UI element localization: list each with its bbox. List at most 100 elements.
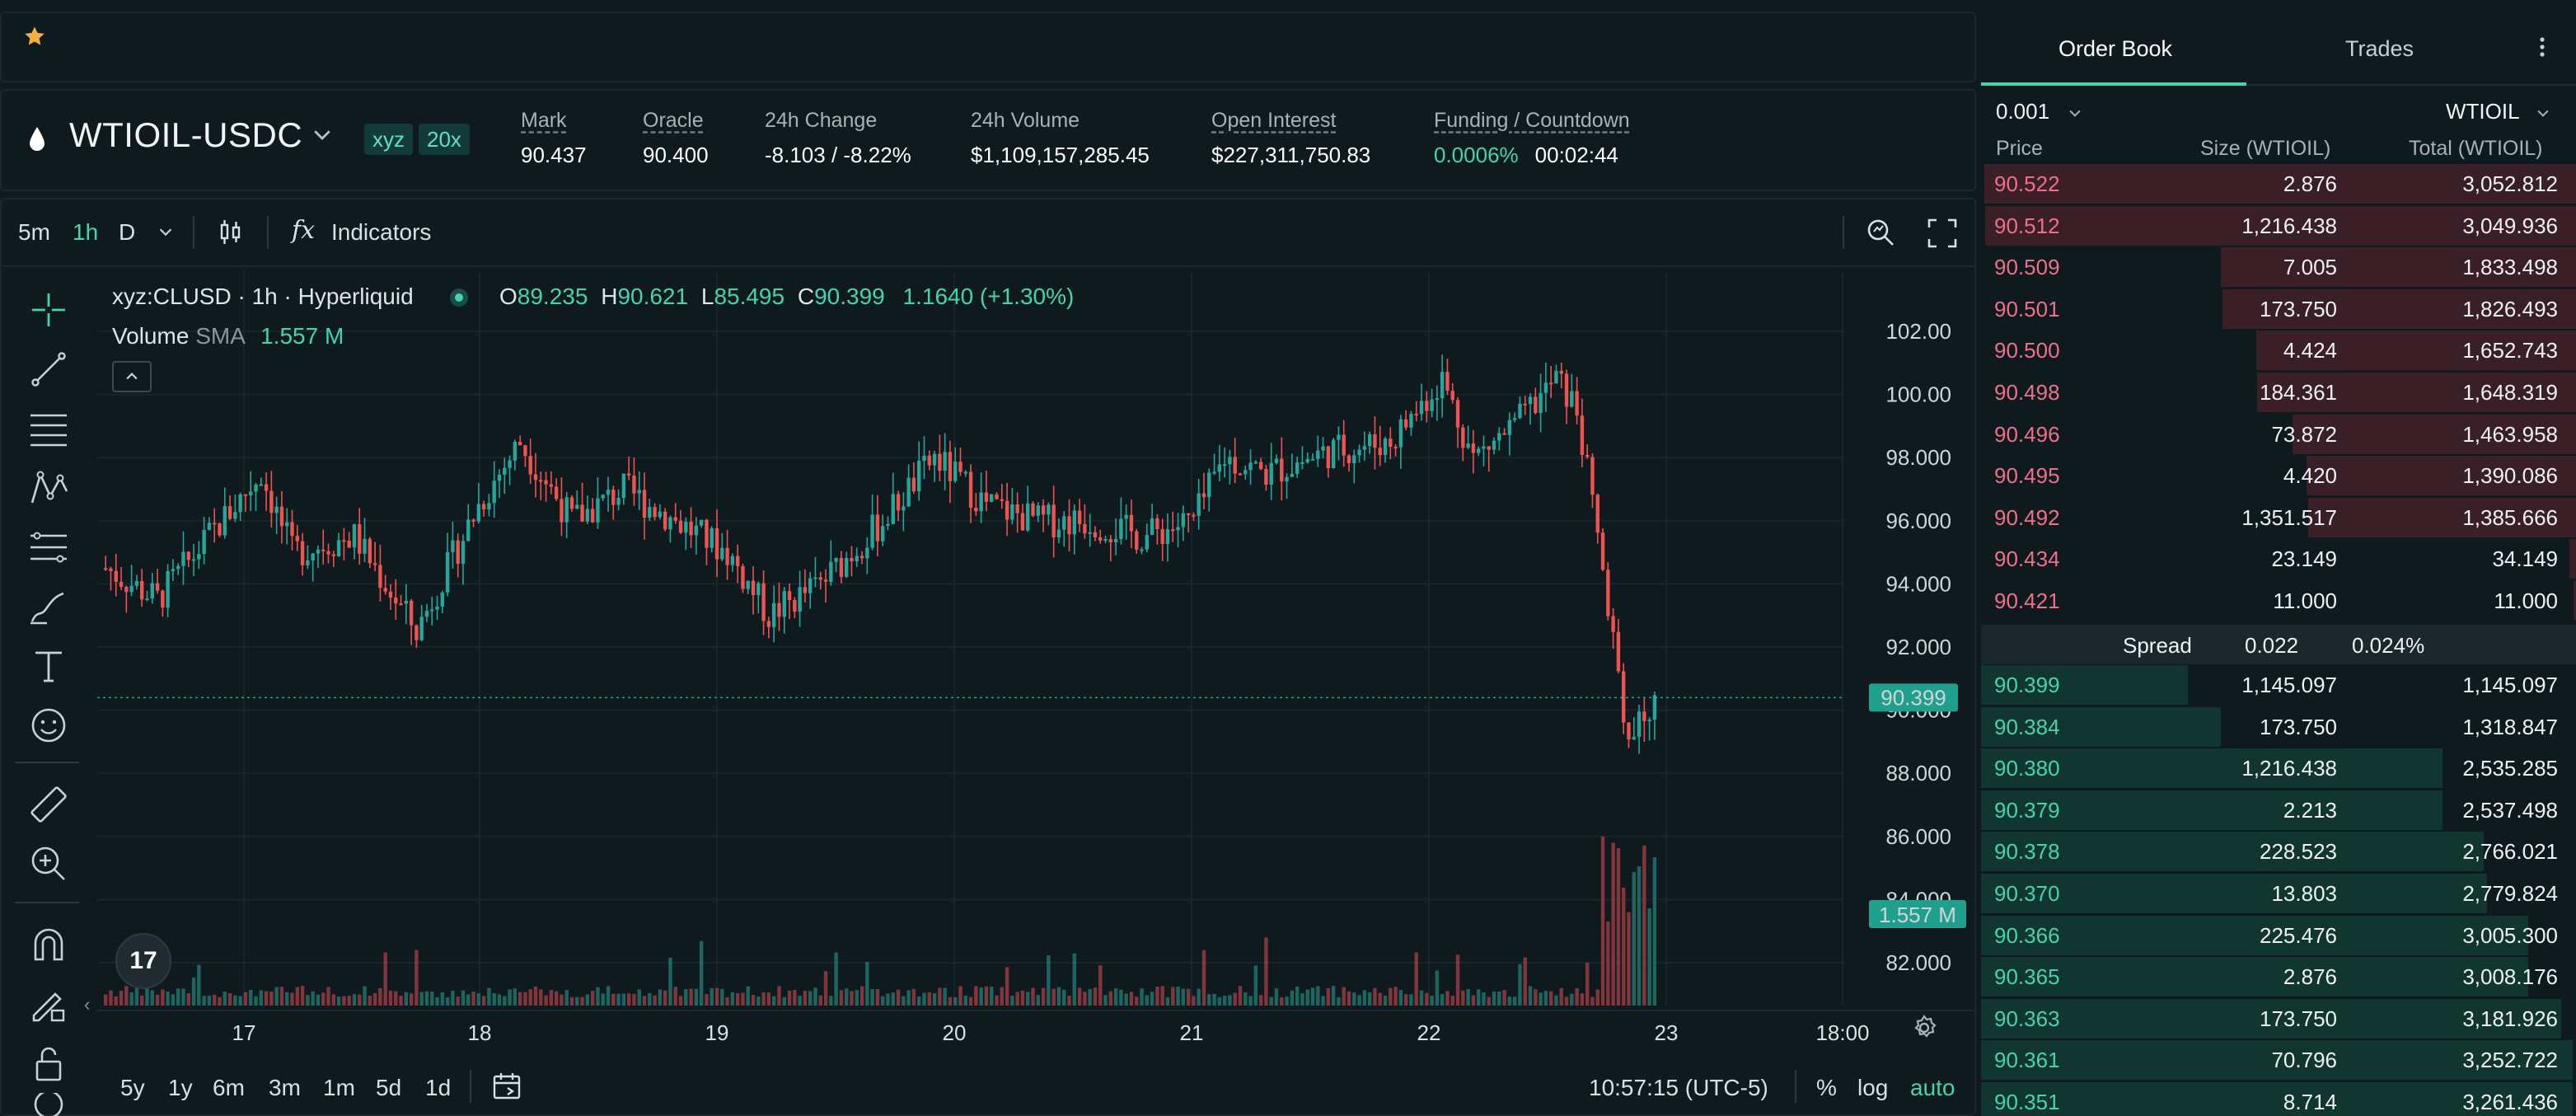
range-5y[interactable]: 5y bbox=[120, 1075, 145, 1100]
emoji-icon[interactable] bbox=[23, 704, 74, 747]
volume-bar bbox=[1642, 845, 1646, 1006]
zoom-search-icon[interactable] bbox=[1864, 216, 1897, 253]
row-total: 2,779.824 bbox=[2462, 881, 2558, 906]
auto-scale-toggle[interactable]: auto bbox=[1910, 1075, 1955, 1100]
collapse-legend-button[interactable] bbox=[112, 361, 152, 392]
text-tool-icon[interactable] bbox=[23, 645, 74, 687]
brush-icon[interactable] bbox=[23, 585, 74, 628]
fib-retracement-icon[interactable] bbox=[23, 526, 74, 569]
chart-settings-icon[interactable] bbox=[1910, 1014, 1938, 1046]
ask-row[interactable]: 90.434 23.149 34.149 bbox=[1981, 538, 2576, 579]
row-price: 90.380 bbox=[1994, 756, 2060, 781]
row-size: 7.005 bbox=[2283, 255, 2337, 280]
date-range-icon[interactable] bbox=[491, 1070, 524, 1107]
bid-row[interactable]: 90.365 2.876 3,008.176 bbox=[1981, 956, 2576, 997]
volume-bar bbox=[663, 990, 667, 1006]
bid-row[interactable]: 90.380 1,216.438 2,535.285 bbox=[1981, 748, 2576, 789]
timeframe-5m[interactable]: 5m bbox=[18, 219, 50, 245]
candle-style-icon[interactable] bbox=[216, 218, 246, 251]
range-1m[interactable]: 1m bbox=[323, 1075, 355, 1100]
range-3m[interactable]: 3m bbox=[269, 1075, 301, 1100]
volume-bar bbox=[363, 986, 367, 1006]
ask-row[interactable]: 90.501 173.750 1,826.493 bbox=[1981, 288, 2576, 330]
ask-row[interactable]: 90.492 1,351.517 1,385.666 bbox=[1981, 497, 2576, 538]
timeframe-1h[interactable]: 1h bbox=[73, 219, 99, 245]
tab-order-book[interactable]: Order Book bbox=[2058, 36, 2173, 61]
price-chart[interactable]: 102.00100.0098.00096.00094.00092.00090.0… bbox=[97, 272, 1976, 1116]
candle-body bbox=[990, 494, 994, 502]
bid-row[interactable]: 90.366 225.476 3,005.300 bbox=[1981, 915, 2576, 956]
range-1y[interactable]: 1y bbox=[168, 1075, 193, 1100]
bid-row[interactable]: 90.370 13.803 2,779.824 bbox=[1981, 873, 2576, 914]
bid-row[interactable]: 90.384 173.750 1,318.847 bbox=[1981, 706, 2576, 748]
candle-body bbox=[1362, 446, 1367, 450]
row-price: 90.363 bbox=[1994, 1006, 2060, 1031]
ruler-icon[interactable] bbox=[23, 783, 74, 826]
y-tick-label: 102.00 bbox=[1885, 319, 1951, 344]
range-1d[interactable]: 1d bbox=[425, 1075, 452, 1100]
candle-body bbox=[943, 452, 947, 471]
chevron-down-icon[interactable] bbox=[310, 122, 335, 153]
range-6m[interactable]: 6m bbox=[213, 1075, 245, 1100]
horizontal-lines-icon[interactable] bbox=[23, 407, 74, 450]
range-5d[interactable]: 5d bbox=[376, 1075, 402, 1100]
percent-scale-toggle[interactable]: % bbox=[1816, 1075, 1837, 1100]
ask-row[interactable]: 90.421 11.000 11.000 bbox=[1981, 580, 2576, 621]
ask-row[interactable]: 90.496 73.872 1,463.958 bbox=[1981, 414, 2576, 455]
volume-bar bbox=[176, 988, 180, 1006]
volume-bar bbox=[1269, 996, 1273, 1006]
collapse-tools-icon[interactable]: ‹ bbox=[84, 994, 91, 1015]
volume-bar bbox=[1295, 986, 1300, 1006]
indicators-button[interactable]: Indicators bbox=[331, 219, 432, 245]
ask-row[interactable]: 90.495 4.420 1,390.086 bbox=[1981, 455, 2576, 496]
ask-row[interactable]: 90.512 1,216.438 3,049.936 bbox=[1981, 205, 2576, 246]
candle-body bbox=[1642, 711, 1646, 721]
trendline-icon[interactable] bbox=[23, 348, 74, 391]
star-icon[interactable] bbox=[23, 25, 46, 48]
bid-row[interactable]: 90.361 70.796 3,252.722 bbox=[1981, 1039, 2576, 1081]
zoom-in-icon[interactable] bbox=[23, 842, 74, 885]
bid-row[interactable]: 90.363 173.750 3,181.926 bbox=[1981, 998, 2576, 1039]
depth-bar bbox=[1981, 874, 2487, 913]
depth-bar bbox=[1981, 790, 2443, 830]
bid-row[interactable]: 90.378 228.523 2,766.021 bbox=[1981, 831, 2576, 872]
more-options-icon[interactable] bbox=[2538, 35, 2546, 66]
bid-row[interactable]: 90.379 2.213 2,537.498 bbox=[1981, 790, 2576, 831]
volume-bar bbox=[1632, 872, 1636, 1006]
eye-icon[interactable] bbox=[23, 1093, 74, 1116]
fullscreen-icon[interactable] bbox=[1927, 218, 1958, 253]
market-symbol[interactable]: WTIOIL-USDC bbox=[69, 115, 303, 154]
leverage-badge[interactable]: 20x bbox=[419, 124, 470, 155]
ask-row[interactable]: 90.509 7.005 1,833.498 bbox=[1981, 246, 2576, 288]
depth-bar bbox=[2307, 456, 2576, 496]
pattern-icon[interactable] bbox=[23, 467, 74, 509]
y-tick-label: 92.000 bbox=[1885, 635, 1951, 659]
chart-clock[interactable]: 10:57:15 (UTC-5) bbox=[1589, 1075, 1768, 1100]
unit-select[interactable]: WTIOIL bbox=[2446, 99, 2551, 124]
volume-bar bbox=[979, 987, 983, 1006]
bid-row[interactable]: 90.351 8.714 3,261.436 bbox=[1981, 1081, 2576, 1116]
volume-bar bbox=[963, 995, 967, 1006]
timeframe-d[interactable]: D bbox=[119, 219, 136, 245]
candle-body bbox=[1088, 532, 1092, 534]
candle-body bbox=[1548, 382, 1553, 385]
tab-trades[interactable]: Trades bbox=[2345, 36, 2414, 61]
draw-lock-icon[interactable] bbox=[23, 982, 74, 1025]
timeframe-chevron-icon[interactable] bbox=[157, 223, 175, 245]
magnet-icon[interactable] bbox=[23, 923, 74, 966]
tradingview-logo[interactable]: 17 bbox=[115, 933, 171, 989]
lock-icon[interactable] bbox=[23, 1042, 74, 1085]
candle-body bbox=[626, 473, 631, 476]
ask-row[interactable]: 90.522 2.876 3,052.812 bbox=[1981, 163, 2576, 204]
bid-row[interactable]: 90.399 1,145.097 1,145.097 bbox=[1981, 664, 2576, 706]
crosshair-icon[interactable] bbox=[23, 288, 74, 331]
candle-body bbox=[1124, 514, 1128, 519]
tick-size-select[interactable]: 0.001 bbox=[1996, 99, 2083, 124]
volume-bar bbox=[995, 995, 999, 1006]
ask-row[interactable]: 90.498 184.361 1,648.319 bbox=[1981, 372, 2576, 413]
volume-bar bbox=[424, 991, 429, 1006]
candle-body bbox=[227, 506, 232, 519]
log-scale-toggle[interactable]: log bbox=[1857, 1075, 1889, 1100]
row-size: 70.796 bbox=[2271, 1048, 2337, 1073]
ask-row[interactable]: 90.500 4.424 1,652.743 bbox=[1981, 330, 2576, 371]
